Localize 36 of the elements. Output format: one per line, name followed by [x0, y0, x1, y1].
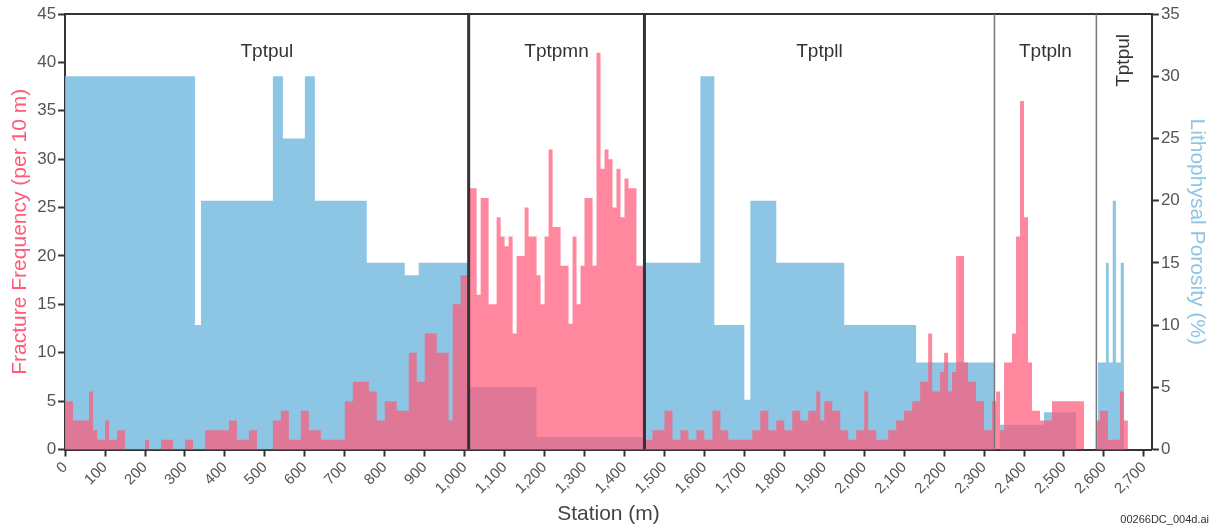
y-tick-label: 30	[37, 148, 57, 168]
y2-tick-label: 30	[1160, 65, 1180, 85]
y-tick-label: 5	[46, 390, 57, 410]
y-axis-title: Fracture Frequency (per 10 m)	[7, 88, 31, 375]
y2-tick-label: 20	[1160, 190, 1180, 210]
y-tick-label: 0	[46, 439, 57, 459]
y-tick-label: 40	[37, 52, 57, 72]
x-tick-label: 400	[200, 457, 230, 488]
y-tick-label: 10	[37, 342, 57, 362]
x-tick-label: 800	[360, 457, 390, 488]
annotation: Tptpll	[796, 40, 843, 62]
x-tick-label: 100	[80, 457, 111, 488]
y2-tick-label: 0	[1160, 439, 1171, 459]
annotation: Tptpul	[1112, 34, 1134, 87]
y2-tick-label: 15	[1160, 252, 1180, 272]
x-axis-title: Station (m)	[557, 501, 660, 525]
y-tick-label: 15	[37, 294, 57, 314]
y-tick-label: 25	[37, 197, 57, 217]
y2-tick-label: 5	[1160, 377, 1171, 396]
x-tick-label: 500	[240, 457, 270, 488]
x-tick-label: 900	[400, 457, 430, 488]
x-tick-label: 600	[280, 457, 310, 488]
y2-tick-label: 10	[1160, 314, 1180, 334]
y-tick-label: 20	[37, 245, 57, 265]
annotation: Tptpmn	[524, 40, 589, 62]
x-tick-label: 200	[120, 457, 151, 488]
y2-tick-label: 25	[1160, 128, 1180, 148]
y2-axis-title: Lithophysal Porosity (%)	[1186, 118, 1210, 345]
y-tick-label: 35	[37, 100, 57, 120]
x-tick-label: 700	[320, 457, 350, 488]
text: 00266DC_004d.ai	[1120, 513, 1209, 525]
annotation: Tptpul	[240, 40, 294, 62]
x-tick-label: 300	[160, 457, 191, 488]
annotation: Tptpln	[1019, 40, 1072, 62]
y2-tick-label: 35	[1160, 3, 1180, 23]
y-tick-label: 45	[37, 3, 57, 23]
